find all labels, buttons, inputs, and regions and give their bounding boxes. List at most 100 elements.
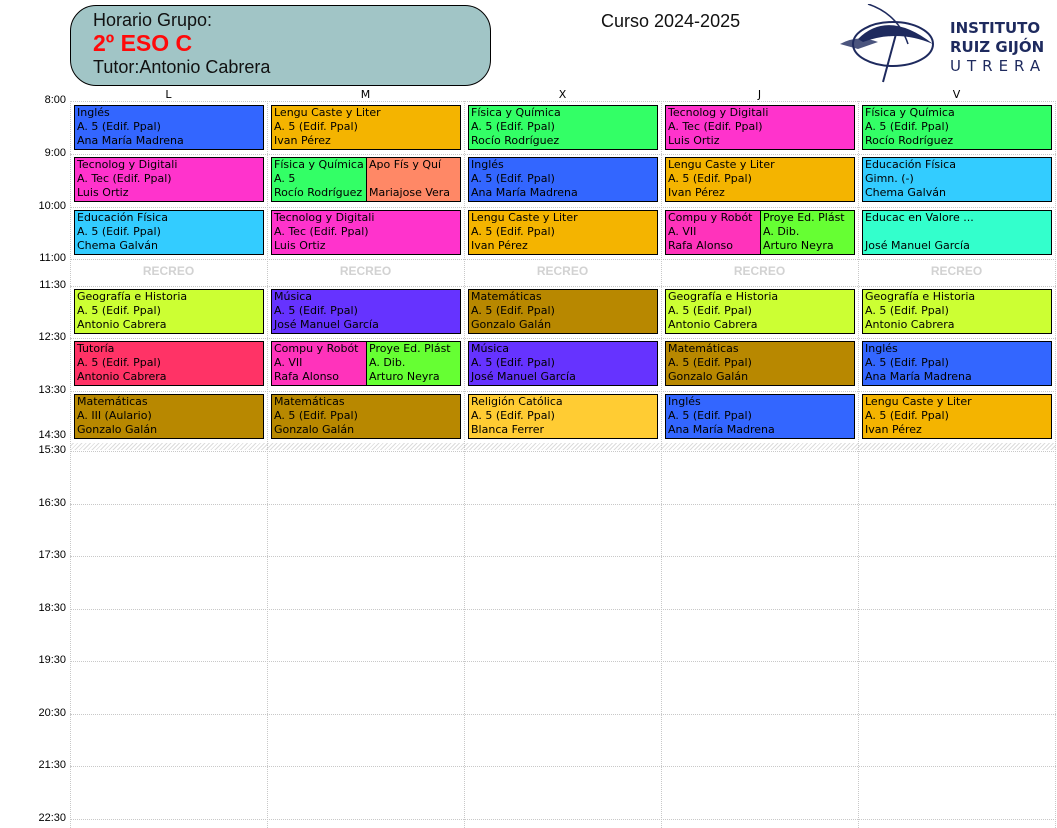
class-block[interactable]: Educación Física Gimn. (-) Chema Galván bbox=[862, 157, 1052, 202]
class-room: A. Tec (Edif. Ppal) bbox=[77, 172, 172, 185]
class-subject: Matemáticas bbox=[668, 342, 739, 355]
class-block[interactable]: Tecnolog y Digitali A. Tec (Edif. Ppal) Lu… bbox=[665, 105, 855, 150]
class-teacher: Blanca Ferrer bbox=[471, 423, 544, 436]
class-teacher: Rafa Alonso bbox=[668, 239, 733, 252]
class-block[interactable]: Proye Ed. Plást A. Dib. Arturo Neyra bbox=[366, 341, 461, 386]
class-subject: Matemáticas bbox=[77, 395, 148, 408]
class-block[interactable]: Física y Química A. 5 (Edif. Ppal) Rocío R… bbox=[468, 105, 658, 150]
class-teacher: Antonio Cabrera bbox=[77, 370, 167, 383]
class-block[interactable]: Compu y Robót A. VII Rafa Alonso bbox=[665, 210, 761, 255]
class-subject: Matemáticas bbox=[471, 290, 542, 303]
class-room: A. 5 (Edif. Ppal) bbox=[77, 356, 161, 369]
class-block[interactable]: Matemáticas A. 5 (Edif. Ppal) Gonzalo Galá… bbox=[665, 341, 855, 386]
class-subject: Música bbox=[274, 290, 313, 303]
class-teacher: Gonzalo Galán bbox=[668, 370, 749, 383]
grid-line bbox=[70, 451, 1056, 452]
time-label: 8:00 bbox=[44, 94, 66, 106]
grid-line bbox=[70, 504, 1056, 505]
class-block[interactable]: Tecnolog y Digitali A. Tec (Edif. Ppal) Lu… bbox=[74, 157, 264, 202]
class-teacher: Gonzalo Galán bbox=[274, 423, 355, 436]
class-room: A. Tec (Edif. Ppal) bbox=[274, 225, 369, 238]
day-header-V: V bbox=[952, 88, 961, 101]
tutor-name: Tutor:Antonio Cabrera bbox=[93, 57, 271, 77]
class-subject: Lengu Caste y Liter bbox=[274, 106, 381, 119]
class-block[interactable]: Educación Física A. 5 (Edif. Ppal) Chema G… bbox=[74, 210, 264, 255]
class-room: A. 5 (Edif. Ppal) bbox=[471, 225, 555, 238]
class-block[interactable]: Inglés A. 5 (Edif. Ppal) Ana María Madrena bbox=[74, 105, 264, 150]
class-block[interactable]: Lengu Caste y Liter A. 5 (Edif. Ppal) Ivan… bbox=[665, 157, 855, 202]
class-teacher: Mariajose Vera bbox=[369, 186, 451, 199]
class-room: A. 5 (Edif. Ppal) bbox=[865, 120, 949, 133]
class-subject: Educación Física bbox=[865, 158, 956, 171]
class-block[interactable]: Inglés A. 5 (Edif. Ppal) Ana María Madrena bbox=[468, 157, 658, 202]
class-room: A. 5 (Edif. Ppal) bbox=[471, 120, 555, 133]
grid-line bbox=[70, 338, 1056, 339]
class-subject: Apo Fís y Quí bbox=[369, 158, 442, 171]
class-room: A. 5 (Edif. Ppal) bbox=[668, 172, 752, 185]
class-block[interactable]: Religión Católica A. 5 (Edif. Ppal) Blanca… bbox=[468, 394, 658, 439]
class-subject: Proye Ed. Plást bbox=[763, 211, 845, 224]
class-subject: Lengu Caste y Liter bbox=[471, 211, 578, 224]
time-label: 14:30 bbox=[38, 429, 66, 441]
class-block[interactable]: Física y Química A. 5 (Edif. Ppal) Rocío R… bbox=[862, 105, 1052, 150]
grid-line bbox=[70, 391, 1056, 392]
class-block[interactable]: Educac en Valore ... José Manuel García bbox=[862, 210, 1052, 255]
class-block[interactable]: Lengu Caste y Liter A. 5 (Edif. Ppal) Ivan… bbox=[271, 105, 461, 150]
class-block[interactable]: Física y Química A. 5 Rocío Rodríguez bbox=[271, 157, 367, 202]
class-subject: Lengu Caste y Liter bbox=[668, 158, 775, 171]
class-block[interactable]: Música A. 5 (Edif. Ppal) José Manuel Garcí… bbox=[271, 289, 461, 334]
class-block[interactable]: Matemáticas A. III (Aulario) Gonzalo Galán bbox=[74, 394, 264, 439]
grid-line bbox=[70, 609, 1056, 610]
time-label: 9:00 bbox=[44, 147, 66, 159]
logo-line-3: UTRERA bbox=[950, 57, 1047, 75]
class-subject: Tecnolog y Digitali bbox=[274, 211, 375, 224]
class-block[interactable]: Compu y Robót A. VII Rafa Alonso bbox=[271, 341, 367, 386]
class-teacher: Ivan Pérez bbox=[865, 423, 922, 436]
class-room: A. 5 (Edif. Ppal) bbox=[471, 172, 555, 185]
class-block[interactable]: Música A. 5 (Edif. Ppal) José Manuel Garcí… bbox=[468, 341, 658, 386]
grid-column-line bbox=[267, 101, 268, 828]
class-subject: Religión Católica bbox=[471, 395, 563, 408]
time-label: 19:30 bbox=[38, 654, 66, 666]
class-block[interactable]: Inglés A. 5 (Edif. Ppal) Ana María Madrena bbox=[862, 341, 1052, 386]
class-subject: Física y Química bbox=[865, 106, 955, 119]
class-room: A. 5 (Edif. Ppal) bbox=[274, 304, 358, 317]
break-label: RECREO bbox=[339, 264, 392, 278]
class-teacher: Antonio Cabrera bbox=[77, 318, 167, 331]
class-room: A. VII bbox=[668, 225, 697, 238]
class-block[interactable]: Proye Ed. Plást A. Dib. Arturo Neyra bbox=[760, 210, 855, 255]
class-teacher: Ivan Pérez bbox=[471, 239, 528, 252]
class-block[interactable]: Tecnolog y Digitali A. Tec (Edif. Ppal) Lu… bbox=[271, 210, 461, 255]
break-label: RECREO bbox=[142, 264, 195, 278]
afternoon-break-band bbox=[70, 443, 1056, 450]
day-header-M: M bbox=[360, 88, 371, 101]
class-block[interactable]: Matemáticas A. 5 (Edif. Ppal) Gonzalo Galá… bbox=[468, 289, 658, 334]
class-room: A. 5 (Edif. Ppal) bbox=[274, 409, 358, 422]
grid-line bbox=[70, 154, 1056, 155]
class-block[interactable]: Lengu Caste y Liter A. 5 (Edif. Ppal) Ivan… bbox=[862, 394, 1052, 439]
class-teacher: Chema Galván bbox=[865, 186, 946, 199]
class-subject: Geografía e Historia bbox=[865, 290, 976, 303]
class-block[interactable]: Matemáticas A. 5 (Edif. Ppal) Gonzalo Galá… bbox=[271, 394, 461, 439]
grid-column-line bbox=[661, 101, 662, 828]
class-teacher: Ivan Pérez bbox=[668, 186, 725, 199]
class-room bbox=[369, 172, 460, 186]
class-block[interactable]: Geografía e Historia A. 5 (Edif. Ppal) Ant… bbox=[862, 289, 1052, 334]
class-room: A. 5 (Edif. Ppal) bbox=[668, 409, 752, 422]
class-block[interactable]: Geografía e Historia A. 5 (Edif. Ppal) Ant… bbox=[665, 289, 855, 334]
class-room: A. 5 (Edif. Ppal) bbox=[668, 304, 752, 317]
break-label: RECREO bbox=[930, 264, 983, 278]
class-teacher: Gonzalo Galán bbox=[77, 423, 158, 436]
class-room: A. Dib. bbox=[763, 225, 800, 238]
time-label: 12:30 bbox=[38, 331, 66, 343]
class-block[interactable]: Lengu Caste y Liter A. 5 (Edif. Ppal) Ivan… bbox=[468, 210, 658, 255]
grid-line bbox=[70, 101, 1056, 102]
class-block[interactable]: Geografía e Historia A. 5 (Edif. Ppal) Ant… bbox=[74, 289, 264, 334]
class-room: A. 5 (Edif. Ppal) bbox=[77, 120, 161, 133]
class-block[interactable]: Tutoría A. 5 (Edif. Ppal) Antonio Cabrera bbox=[74, 341, 264, 386]
class-block[interactable]: Inglés A. 5 (Edif. Ppal) Ana María Madrena bbox=[665, 394, 855, 439]
class-block[interactable]: Apo Fís y Quí Mariajose Vera bbox=[366, 157, 461, 202]
class-teacher: José Manuel García bbox=[274, 318, 379, 331]
class-room: A. 5 (Edif. Ppal) bbox=[865, 304, 949, 317]
class-subject: Compu y Robót bbox=[668, 211, 753, 224]
